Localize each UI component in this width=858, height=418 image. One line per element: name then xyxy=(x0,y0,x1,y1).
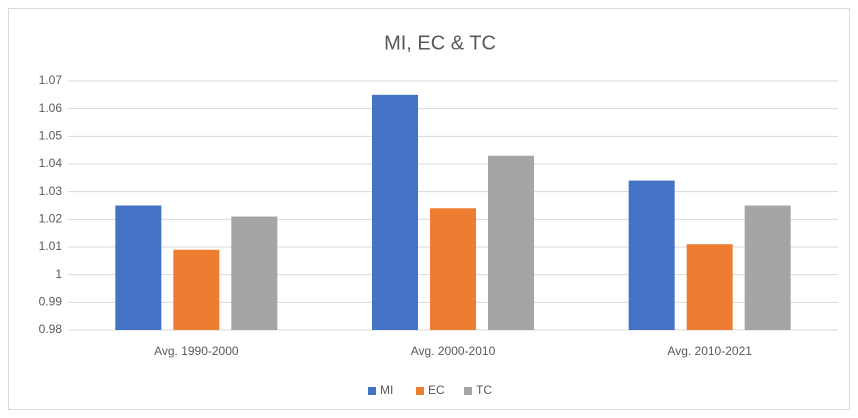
bar xyxy=(628,180,675,330)
legend-label: MI xyxy=(380,383,393,397)
y-tick-label: 1.04 xyxy=(39,156,63,170)
y-tick-label: 1.02 xyxy=(39,212,63,226)
y-tick-label: 0.99 xyxy=(39,295,63,309)
x-tick-label: Avg. 1990-2000 xyxy=(154,344,239,358)
bar xyxy=(430,208,476,330)
bar xyxy=(488,155,534,330)
x-tick-label: Avg. 2010-2021 xyxy=(667,344,752,358)
legend-swatch xyxy=(368,387,376,395)
bar xyxy=(115,205,162,330)
y-tick-label: 1.05 xyxy=(39,129,63,143)
x-tick-label: Avg. 2000-2010 xyxy=(411,344,496,358)
legend-swatch xyxy=(416,387,424,395)
bar xyxy=(686,244,733,330)
legend-label: EC xyxy=(428,383,445,397)
bar xyxy=(231,216,278,330)
y-tick-label: 1.06 xyxy=(39,101,63,115)
legend-label: TC xyxy=(476,383,492,397)
y-tick-label: 1.07 xyxy=(39,73,63,87)
y-tick-label: 0.98 xyxy=(39,322,63,336)
y-tick-label: 1 xyxy=(55,267,62,281)
y-tick-label: 1.01 xyxy=(39,239,63,253)
bar xyxy=(744,205,791,330)
bar xyxy=(372,94,418,330)
y-tick-label: 1.03 xyxy=(39,184,63,198)
chart-title: MI, EC & TC xyxy=(384,32,496,54)
legend-swatch xyxy=(464,387,472,395)
bar xyxy=(173,249,220,330)
